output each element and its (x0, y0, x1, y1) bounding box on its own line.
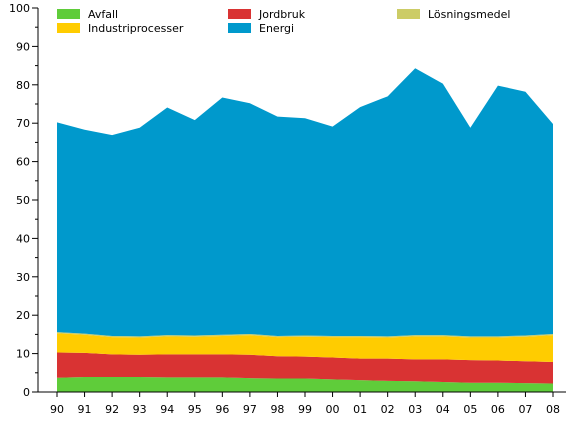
area-energi (57, 68, 553, 337)
legend-swatch-energi (228, 23, 251, 33)
y-tick-label: 80 (16, 79, 30, 92)
x-tick-label: 07 (518, 403, 532, 416)
y-tick-label: 60 (16, 156, 30, 169)
x-tick-label: 04 (436, 403, 450, 416)
legend-swatch-jordbruk (228, 9, 251, 19)
y-tick-label: 0 (23, 386, 30, 399)
x-tick-label: 00 (326, 403, 340, 416)
area-avfall (57, 377, 553, 392)
x-tick-label: 90 (50, 403, 64, 416)
legend-label-avfall: Avfall (88, 8, 118, 21)
y-tick-label: 70 (16, 117, 30, 130)
y-tick-label: 30 (16, 271, 30, 284)
area-jordbruk (57, 352, 553, 384)
x-tick-label: 93 (133, 403, 147, 416)
legend-label-energi: Energi (259, 22, 294, 35)
x-tick-label: 08 (546, 403, 560, 416)
x-tick-label: 01 (353, 403, 367, 416)
y-tick-label: 10 (16, 348, 30, 361)
legend-label-industriprocesser: Industriprocesser (88, 22, 184, 35)
y-tick-label: 100 (9, 2, 30, 15)
x-tick-label: 97 (243, 403, 257, 416)
x-tick-label: 96 (215, 403, 229, 416)
x-tick-label: 95 (188, 403, 202, 416)
x-tick-label: 02 (381, 403, 395, 416)
x-tick-label: 94 (160, 403, 174, 416)
y-tick-label: 40 (16, 232, 30, 245)
x-tick-label: 06 (491, 403, 505, 416)
x-tick-label: 05 (463, 403, 477, 416)
area-industriprocesser (57, 333, 553, 363)
legend-label-jordbruk: Jordbruk (258, 8, 306, 21)
area-lösningsmedel (57, 332, 553, 338)
legend-swatch-avfall (57, 9, 80, 19)
legend-swatch-l-sningsmedel (397, 9, 420, 19)
x-tick-label: 03 (408, 403, 422, 416)
y-tick-label: 90 (16, 40, 30, 53)
x-tick-label: 92 (105, 403, 119, 416)
stacked-areas (57, 68, 553, 392)
legend-label-l-sningsmedel: Lösningsmedel (428, 8, 510, 21)
y-tick-label: 20 (16, 309, 30, 322)
x-tick-label: 98 (270, 403, 284, 416)
y-tick-label: 50 (16, 194, 30, 207)
legend-swatch-industriprocesser (57, 23, 80, 33)
x-tick-label: 91 (78, 403, 92, 416)
x-tick-label: 99 (298, 403, 312, 416)
